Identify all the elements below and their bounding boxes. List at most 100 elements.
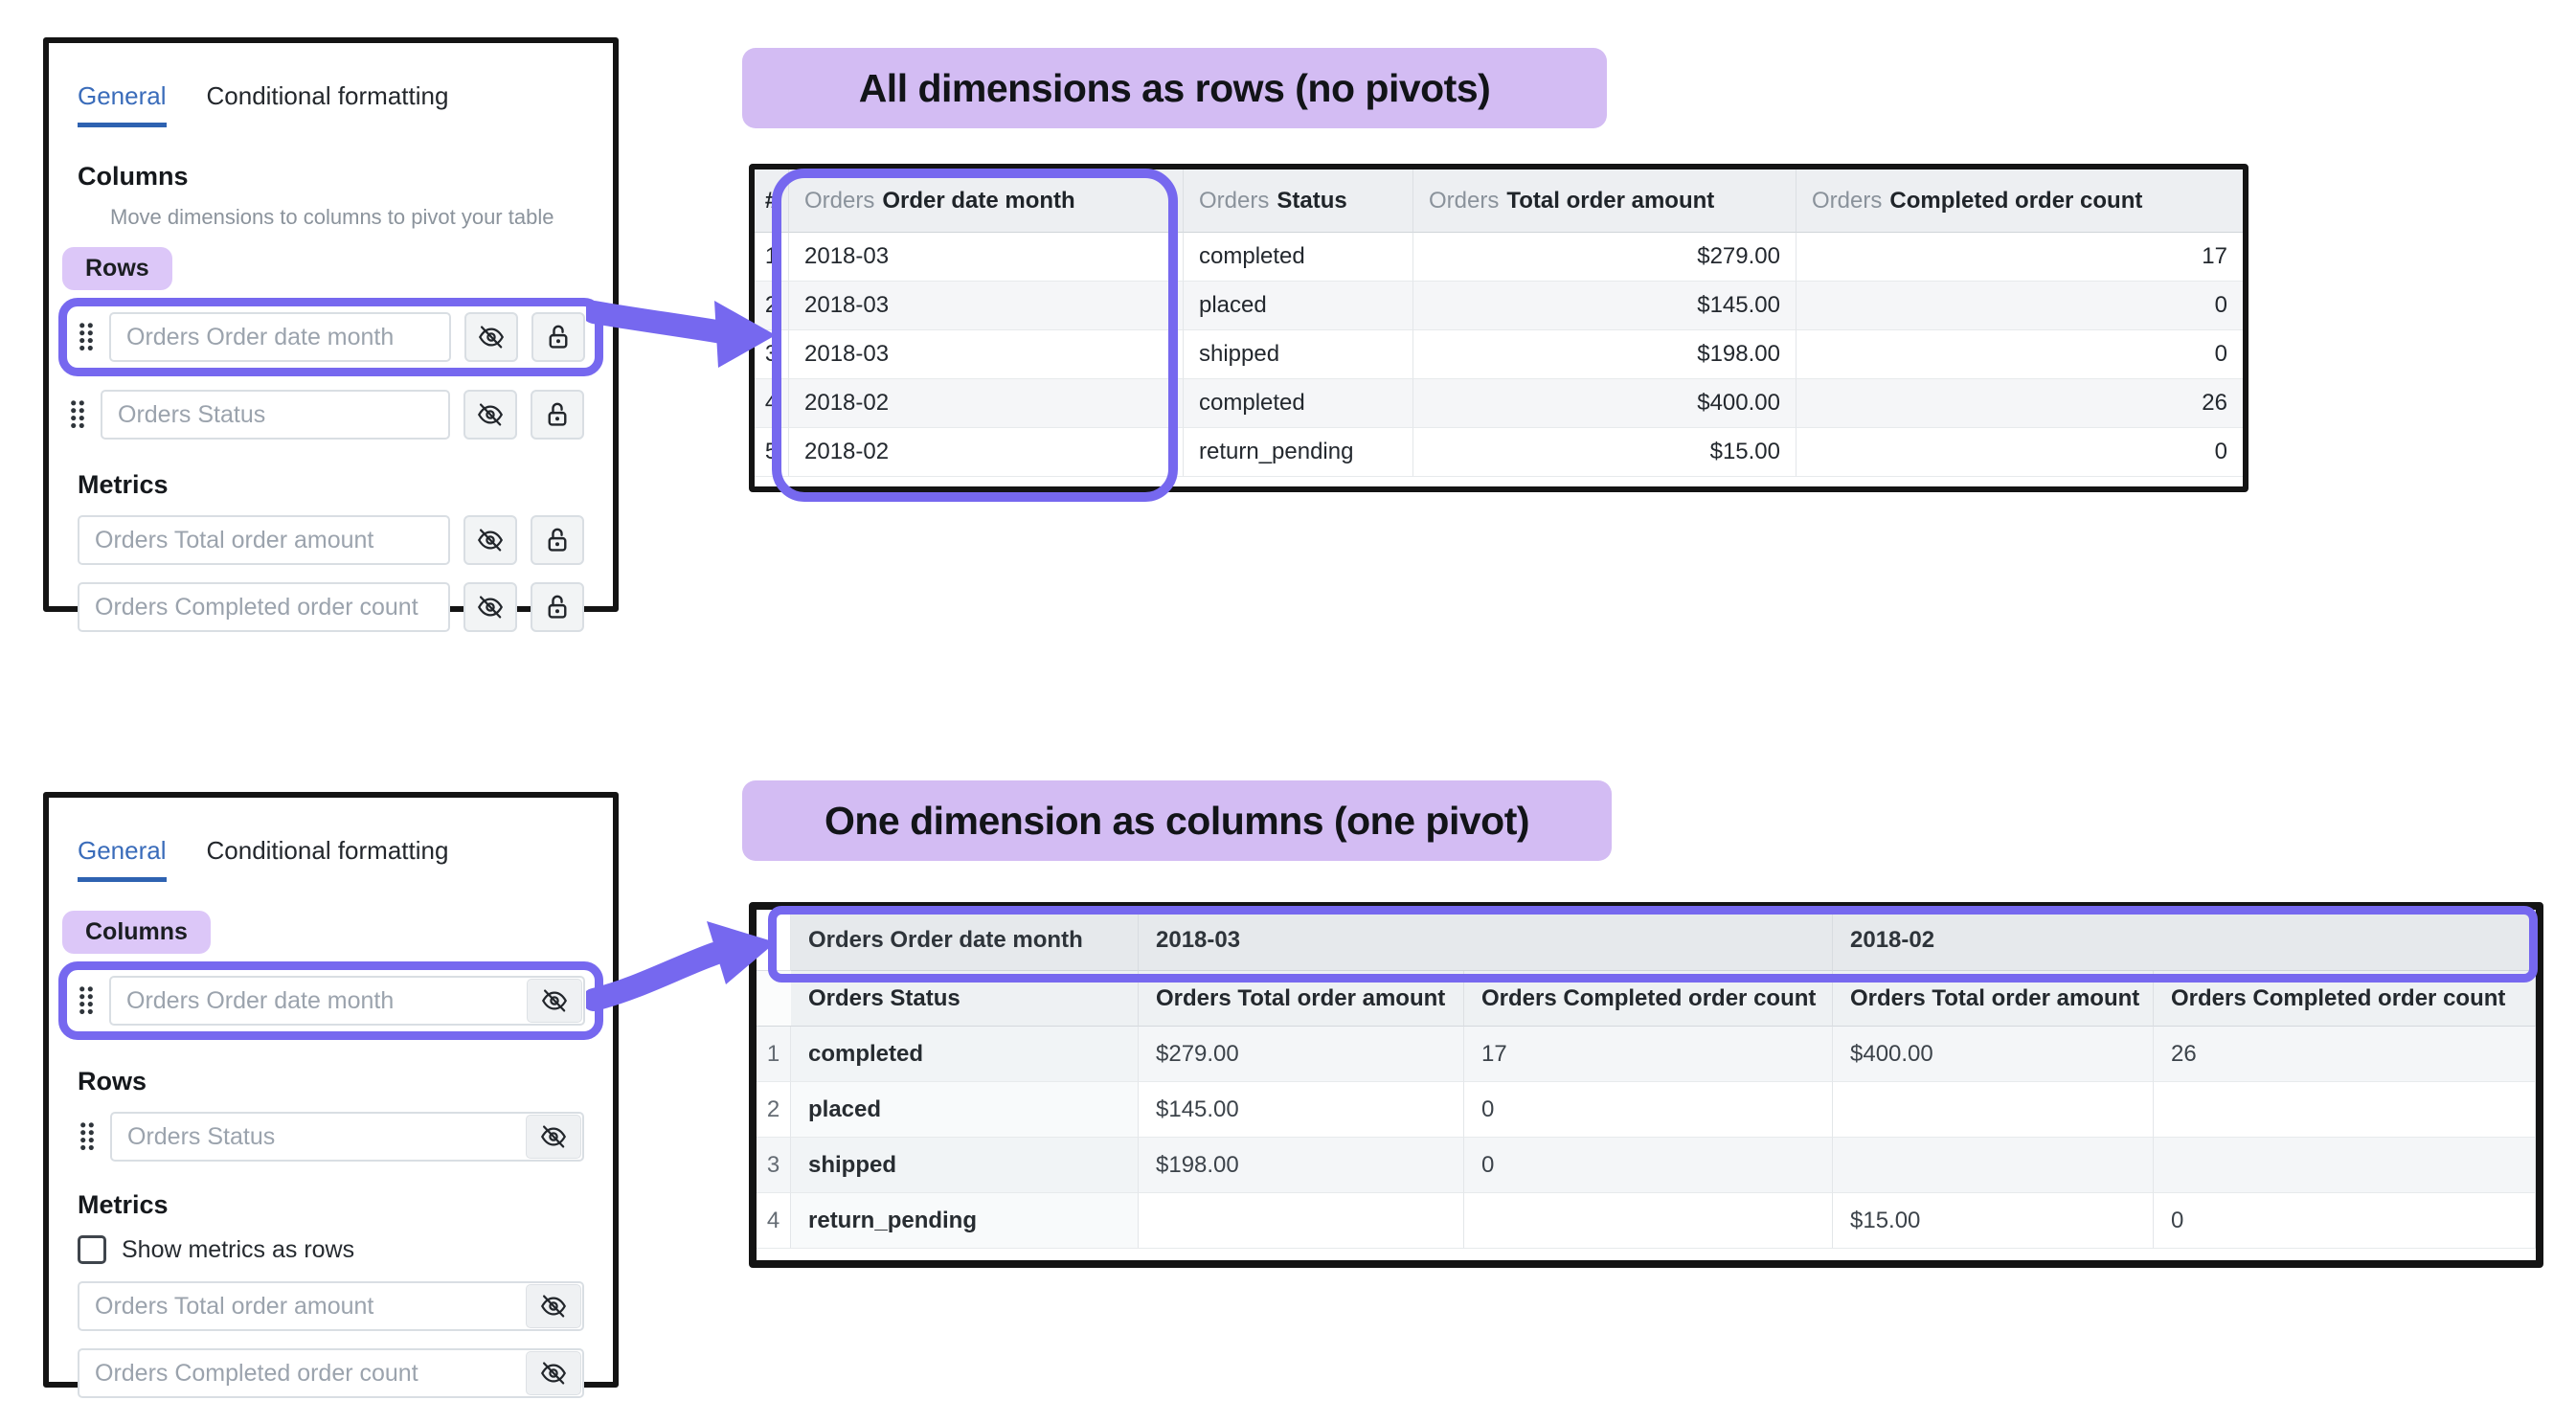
freeze-field-button[interactable] bbox=[531, 312, 585, 362]
column-header-status[interactable]: Orders Status bbox=[791, 971, 1139, 1027]
hide-field-button[interactable] bbox=[464, 312, 518, 362]
hide-field-button[interactable] bbox=[527, 979, 582, 1023]
hide-field-button[interactable] bbox=[526, 1351, 581, 1395]
freeze-field-button[interactable] bbox=[531, 515, 584, 565]
table-cell: 26 bbox=[1796, 379, 2243, 428]
column-header-order-date-month[interactable]: Orders Order date month bbox=[789, 169, 1184, 233]
table-cell: placed bbox=[791, 1082, 1139, 1138]
header-prefix: Orders bbox=[804, 187, 875, 214]
field-completed-order-count[interactable] bbox=[78, 582, 450, 632]
table-cell: 2018-03 bbox=[789, 282, 1184, 330]
pivot-dimension-header[interactable]: Orders Order date month bbox=[791, 910, 1139, 971]
header-prefix: Orders bbox=[1812, 187, 1883, 214]
drag-handle-icon[interactable] bbox=[77, 983, 96, 1018]
field-highlight-annotation bbox=[58, 961, 603, 1040]
field-status[interactable] bbox=[110, 1112, 584, 1162]
show-metrics-as-rows-row: Show metrics as rows bbox=[78, 1235, 584, 1264]
row-number-cell: 2 bbox=[757, 1082, 791, 1138]
table-cell bbox=[1464, 1193, 1833, 1249]
field-highlight-annotation bbox=[58, 298, 603, 376]
field-completed-order-count[interactable] bbox=[78, 1348, 584, 1398]
eye-off-icon bbox=[475, 525, 506, 555]
column-header-total-order-amount[interactable]: Orders Total order amount bbox=[1833, 971, 2154, 1027]
field-group bbox=[78, 1348, 584, 1398]
table-cell: 2018-03 bbox=[789, 330, 1184, 379]
results-table-flat: # Orders Order date month Orders Status Or… bbox=[749, 164, 2248, 492]
tab-bar: General Conditional formatting bbox=[78, 836, 584, 882]
hide-field-button[interactable] bbox=[463, 582, 517, 632]
table-cell: 0 bbox=[1464, 1138, 1833, 1193]
tab-conditional-formatting[interactable]: Conditional formatting bbox=[206, 81, 449, 110]
banner-one-pivot: One dimension as columns (one pivot) bbox=[742, 780, 1612, 861]
tab-general[interactable]: General bbox=[78, 81, 167, 127]
column-header-completed-order-count[interactable]: Orders Completed order count bbox=[1796, 169, 2243, 233]
table-cell: $198.00 bbox=[1139, 1138, 1464, 1193]
freeze-field-button[interactable] bbox=[531, 390, 584, 440]
field-group bbox=[78, 1281, 584, 1331]
field-row-order-date-month bbox=[77, 312, 585, 362]
field-row-status bbox=[68, 390, 594, 440]
table-cell: $400.00 bbox=[1833, 1027, 2154, 1082]
column-header-index[interactable]: # bbox=[755, 169, 789, 233]
column-header-completed-order-count[interactable]: Orders Completed order count bbox=[2154, 971, 2536, 1027]
hide-field-button[interactable] bbox=[526, 1115, 581, 1159]
field-status[interactable] bbox=[101, 390, 450, 440]
row-number-cell: 1 bbox=[755, 233, 789, 282]
field-row-order-date-month bbox=[77, 976, 585, 1026]
metrics-heading: Metrics bbox=[78, 470, 169, 499]
pivot-header-blank-cell bbox=[757, 910, 791, 971]
table-cell: 0 bbox=[1796, 330, 2243, 379]
table-cell bbox=[1139, 1193, 1464, 1249]
row-number-cell: 4 bbox=[755, 379, 789, 428]
eye-off-icon bbox=[476, 322, 507, 352]
field-row-total-order-amount bbox=[78, 1281, 584, 1331]
columns-heading: Columns bbox=[78, 162, 189, 191]
drag-handle-icon[interactable] bbox=[77, 320, 96, 354]
hide-field-button[interactable] bbox=[463, 515, 517, 565]
table-cell bbox=[1833, 1082, 2154, 1138]
field-total-order-amount[interactable] bbox=[78, 1281, 584, 1331]
tab-conditional-formatting[interactable]: Conditional formatting bbox=[206, 836, 449, 865]
column-header-total-order-amount[interactable]: Orders Total order amount bbox=[1139, 971, 1464, 1027]
table-cell: $198.00 bbox=[1413, 330, 1796, 379]
table-cell: 17 bbox=[1464, 1027, 1833, 1082]
column-header-completed-order-count[interactable]: Orders Completed order count bbox=[1464, 971, 1833, 1027]
hide-field-button[interactable] bbox=[526, 1284, 581, 1328]
eye-off-icon bbox=[475, 399, 506, 430]
drag-handle-icon[interactable] bbox=[68, 397, 87, 432]
row-number-cell: 4 bbox=[757, 1193, 791, 1249]
columns-heading-chip: Columns bbox=[62, 911, 211, 954]
pivot-value-header[interactable]: 2018-02 bbox=[1833, 910, 2536, 971]
field-total-order-amount[interactable] bbox=[78, 515, 450, 565]
table-cell: 26 bbox=[2154, 1027, 2536, 1082]
table-cell: 0 bbox=[2154, 1193, 2536, 1249]
tab-general[interactable]: General bbox=[78, 836, 167, 882]
table-cell: $145.00 bbox=[1413, 282, 1796, 330]
header-label: Order date month bbox=[882, 187, 1075, 214]
column-header-status[interactable]: Orders Status bbox=[1184, 169, 1413, 233]
field-order-date-month[interactable] bbox=[109, 976, 585, 1026]
column-header-total-order-amount[interactable]: Orders Total order amount bbox=[1413, 169, 1796, 233]
field-row-completed-order-count bbox=[78, 582, 584, 632]
rows-heading-chip: Rows bbox=[62, 247, 172, 290]
table-cell: 17 bbox=[1796, 233, 2243, 282]
table-cell: 0 bbox=[1796, 282, 2243, 330]
table-cell: return_pending bbox=[1184, 428, 1413, 477]
freeze-field-button[interactable] bbox=[531, 582, 584, 632]
show-metrics-as-rows-checkbox[interactable] bbox=[78, 1235, 106, 1264]
drag-handle-icon[interactable] bbox=[78, 1119, 97, 1154]
table-cell: $15.00 bbox=[1833, 1193, 2154, 1249]
table-cell: 2018-02 bbox=[789, 379, 1184, 428]
table-cell: 0 bbox=[1464, 1082, 1833, 1138]
header-prefix: Orders bbox=[1429, 187, 1500, 214]
field-order-date-month[interactable] bbox=[109, 312, 451, 362]
hide-field-button[interactable] bbox=[463, 390, 517, 440]
table-filler bbox=[757, 1249, 2536, 1260]
table-cell: $279.00 bbox=[1413, 233, 1796, 282]
row-number-cell: 1 bbox=[757, 1027, 791, 1082]
header-label: # bbox=[764, 187, 779, 214]
config-panel-one-pivot: General Conditional formatting Columns R… bbox=[43, 792, 619, 1398]
lock-open-icon bbox=[542, 592, 573, 622]
pivot-value-header[interactable]: 2018-03 bbox=[1139, 910, 1833, 971]
table-cell: completed bbox=[1184, 379, 1413, 428]
